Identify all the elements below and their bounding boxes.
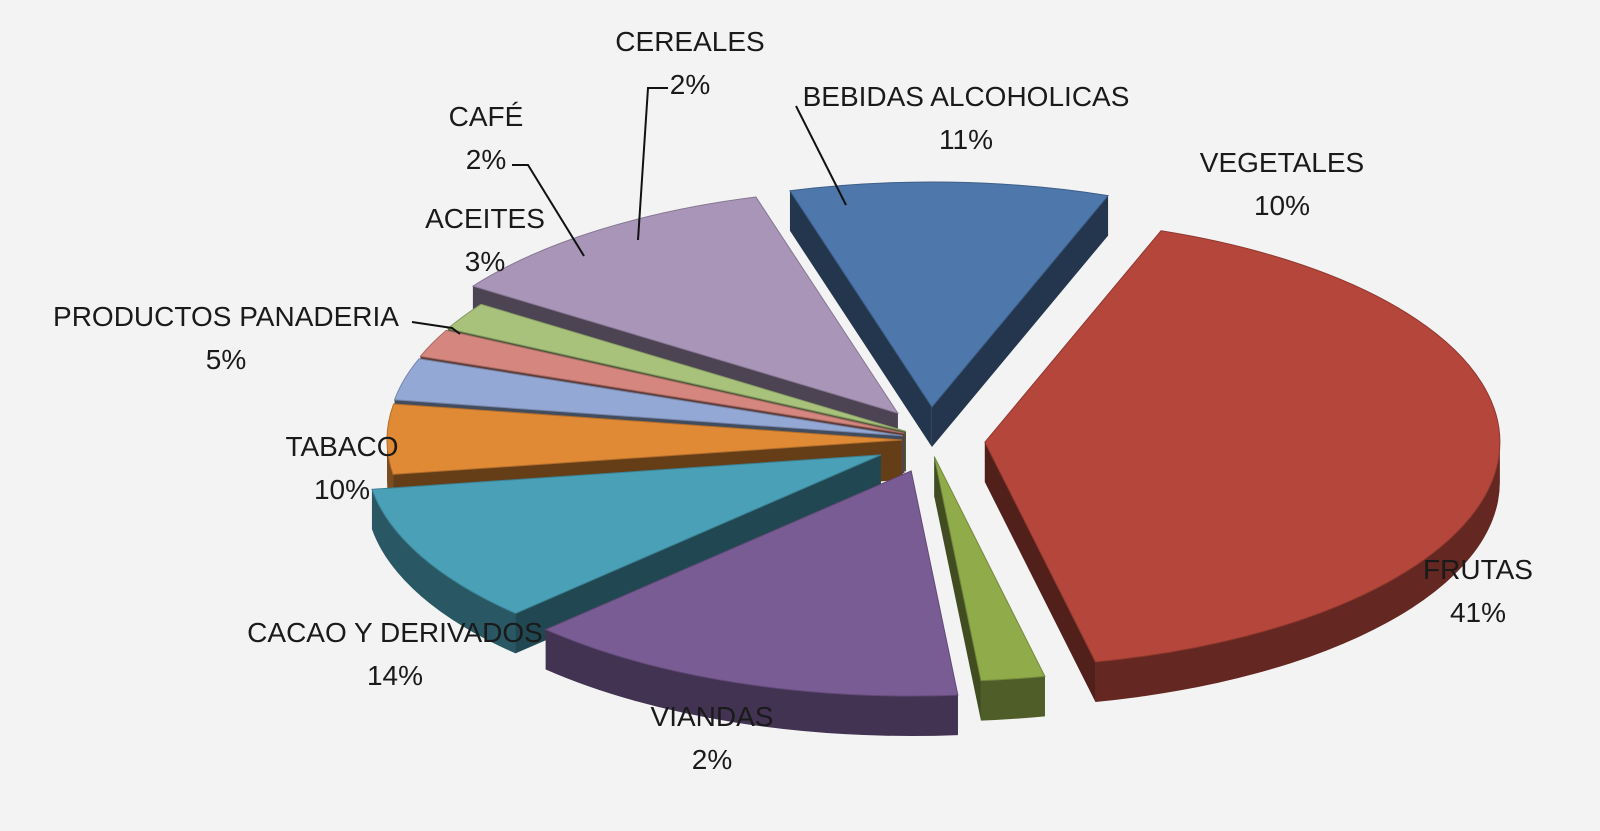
slice-frutas-rim-0 bbox=[1095, 442, 1500, 702]
slice-label-panaderia: PRODUCTOS PANADERIA 5% bbox=[53, 295, 399, 382]
slice-label-viandas-name: VIANDAS bbox=[650, 701, 774, 732]
slice-label-tabaco: TABACO 10% bbox=[285, 425, 398, 512]
slice-label-aceites-name: ACEITES bbox=[425, 203, 545, 234]
slice-frutas bbox=[984, 230, 1501, 702]
slice-label-frutas: FRUTAS 41% bbox=[1423, 548, 1533, 635]
slice-label-cereales-name: CEREALES bbox=[615, 26, 765, 57]
slice-bebidas-alcoholicas-top bbox=[471, 196, 899, 415]
slice-vegetales-wall-0 bbox=[789, 190, 932, 448]
slice-label-vegetales-name: VEGETALES bbox=[1199, 147, 1365, 178]
slice-frutas-top bbox=[984, 230, 1501, 663]
slice-aceites-top bbox=[393, 358, 903, 437]
slice-vegetales bbox=[789, 181, 1110, 448]
slice-label-bebidas-name: BEBIDAS ALCOHOLICAS bbox=[802, 81, 1130, 112]
slice-label-cacao-value: 14% bbox=[366, 660, 424, 692]
slice-viandas-top bbox=[933, 456, 1046, 682]
slice-productos-panaderia-top bbox=[386, 403, 903, 475]
slice-label-viandas: VIANDAS 2% bbox=[651, 695, 774, 782]
slice-vegetales-wall-1 bbox=[931, 195, 1109, 448]
slice-label-aceites: ACEITES 3% bbox=[425, 197, 545, 284]
slice-label-cereales: CEREALES 2% bbox=[615, 20, 764, 107]
slice-cacao-y-derivados bbox=[544, 470, 959, 737]
slice-label-vegetales-value: 10% bbox=[1253, 190, 1311, 222]
slice-label-viandas-value: 2% bbox=[691, 744, 733, 776]
slice-label-panaderia-value: 5% bbox=[205, 344, 247, 376]
slice-cereales-top bbox=[446, 303, 907, 432]
slice-vegetales-top bbox=[789, 181, 1110, 408]
slice-viandas-wall-1 bbox=[934, 456, 981, 721]
slice-viandas bbox=[933, 456, 1046, 721]
leader-line-cereales bbox=[637, 87, 668, 241]
slice-caf-top bbox=[419, 329, 905, 434]
slice-label-frutas-name: FRUTAS bbox=[1423, 554, 1533, 585]
slice-label-aceites-value: 3% bbox=[464, 246, 506, 278]
slice-label-tabaco-name: TABACO bbox=[285, 431, 399, 462]
slice-cacao-y-derivados-top bbox=[544, 470, 959, 697]
slice-tabaco-rim-0 bbox=[371, 489, 516, 654]
slice-label-cacao-name: CACAO Y DERIVADOS bbox=[247, 617, 543, 648]
slice-viandas-rim-0 bbox=[980, 676, 1045, 721]
leader-line-bebidas bbox=[795, 105, 847, 206]
slice-label-cafe-value: 2% bbox=[465, 144, 507, 176]
slice-cacao-y-derivados-rim-0 bbox=[545, 629, 958, 737]
slice-label-cereales-value: 2% bbox=[669, 69, 711, 101]
slice-label-panaderia-name: PRODUCTOS PANADERIA bbox=[53, 301, 399, 332]
slice-label-vegetales: VEGETALES 10% bbox=[1200, 141, 1364, 228]
slice-tabaco bbox=[371, 454, 882, 654]
slice-label-cacao: CACAO Y DERIVADOS 14% bbox=[247, 611, 543, 698]
slice-label-bebidas-value: 11% bbox=[939, 124, 993, 156]
slice-tabaco-top bbox=[371, 454, 882, 614]
slice-label-bebidas: BEBIDAS ALCOHOLICAS 11% bbox=[803, 75, 1130, 162]
slice-label-frutas-value: 41% bbox=[1449, 597, 1507, 629]
slice-label-tabaco-value: 10% bbox=[313, 474, 371, 506]
leader-line-cafe bbox=[512, 164, 585, 257]
slice-label-cafe: CAFÉ 2% bbox=[449, 95, 524, 182]
slice-label-cafe-name: CAFÉ bbox=[448, 101, 524, 132]
slice-frutas-wall-1 bbox=[984, 442, 1096, 702]
leader-line-panaderia bbox=[411, 321, 461, 335]
